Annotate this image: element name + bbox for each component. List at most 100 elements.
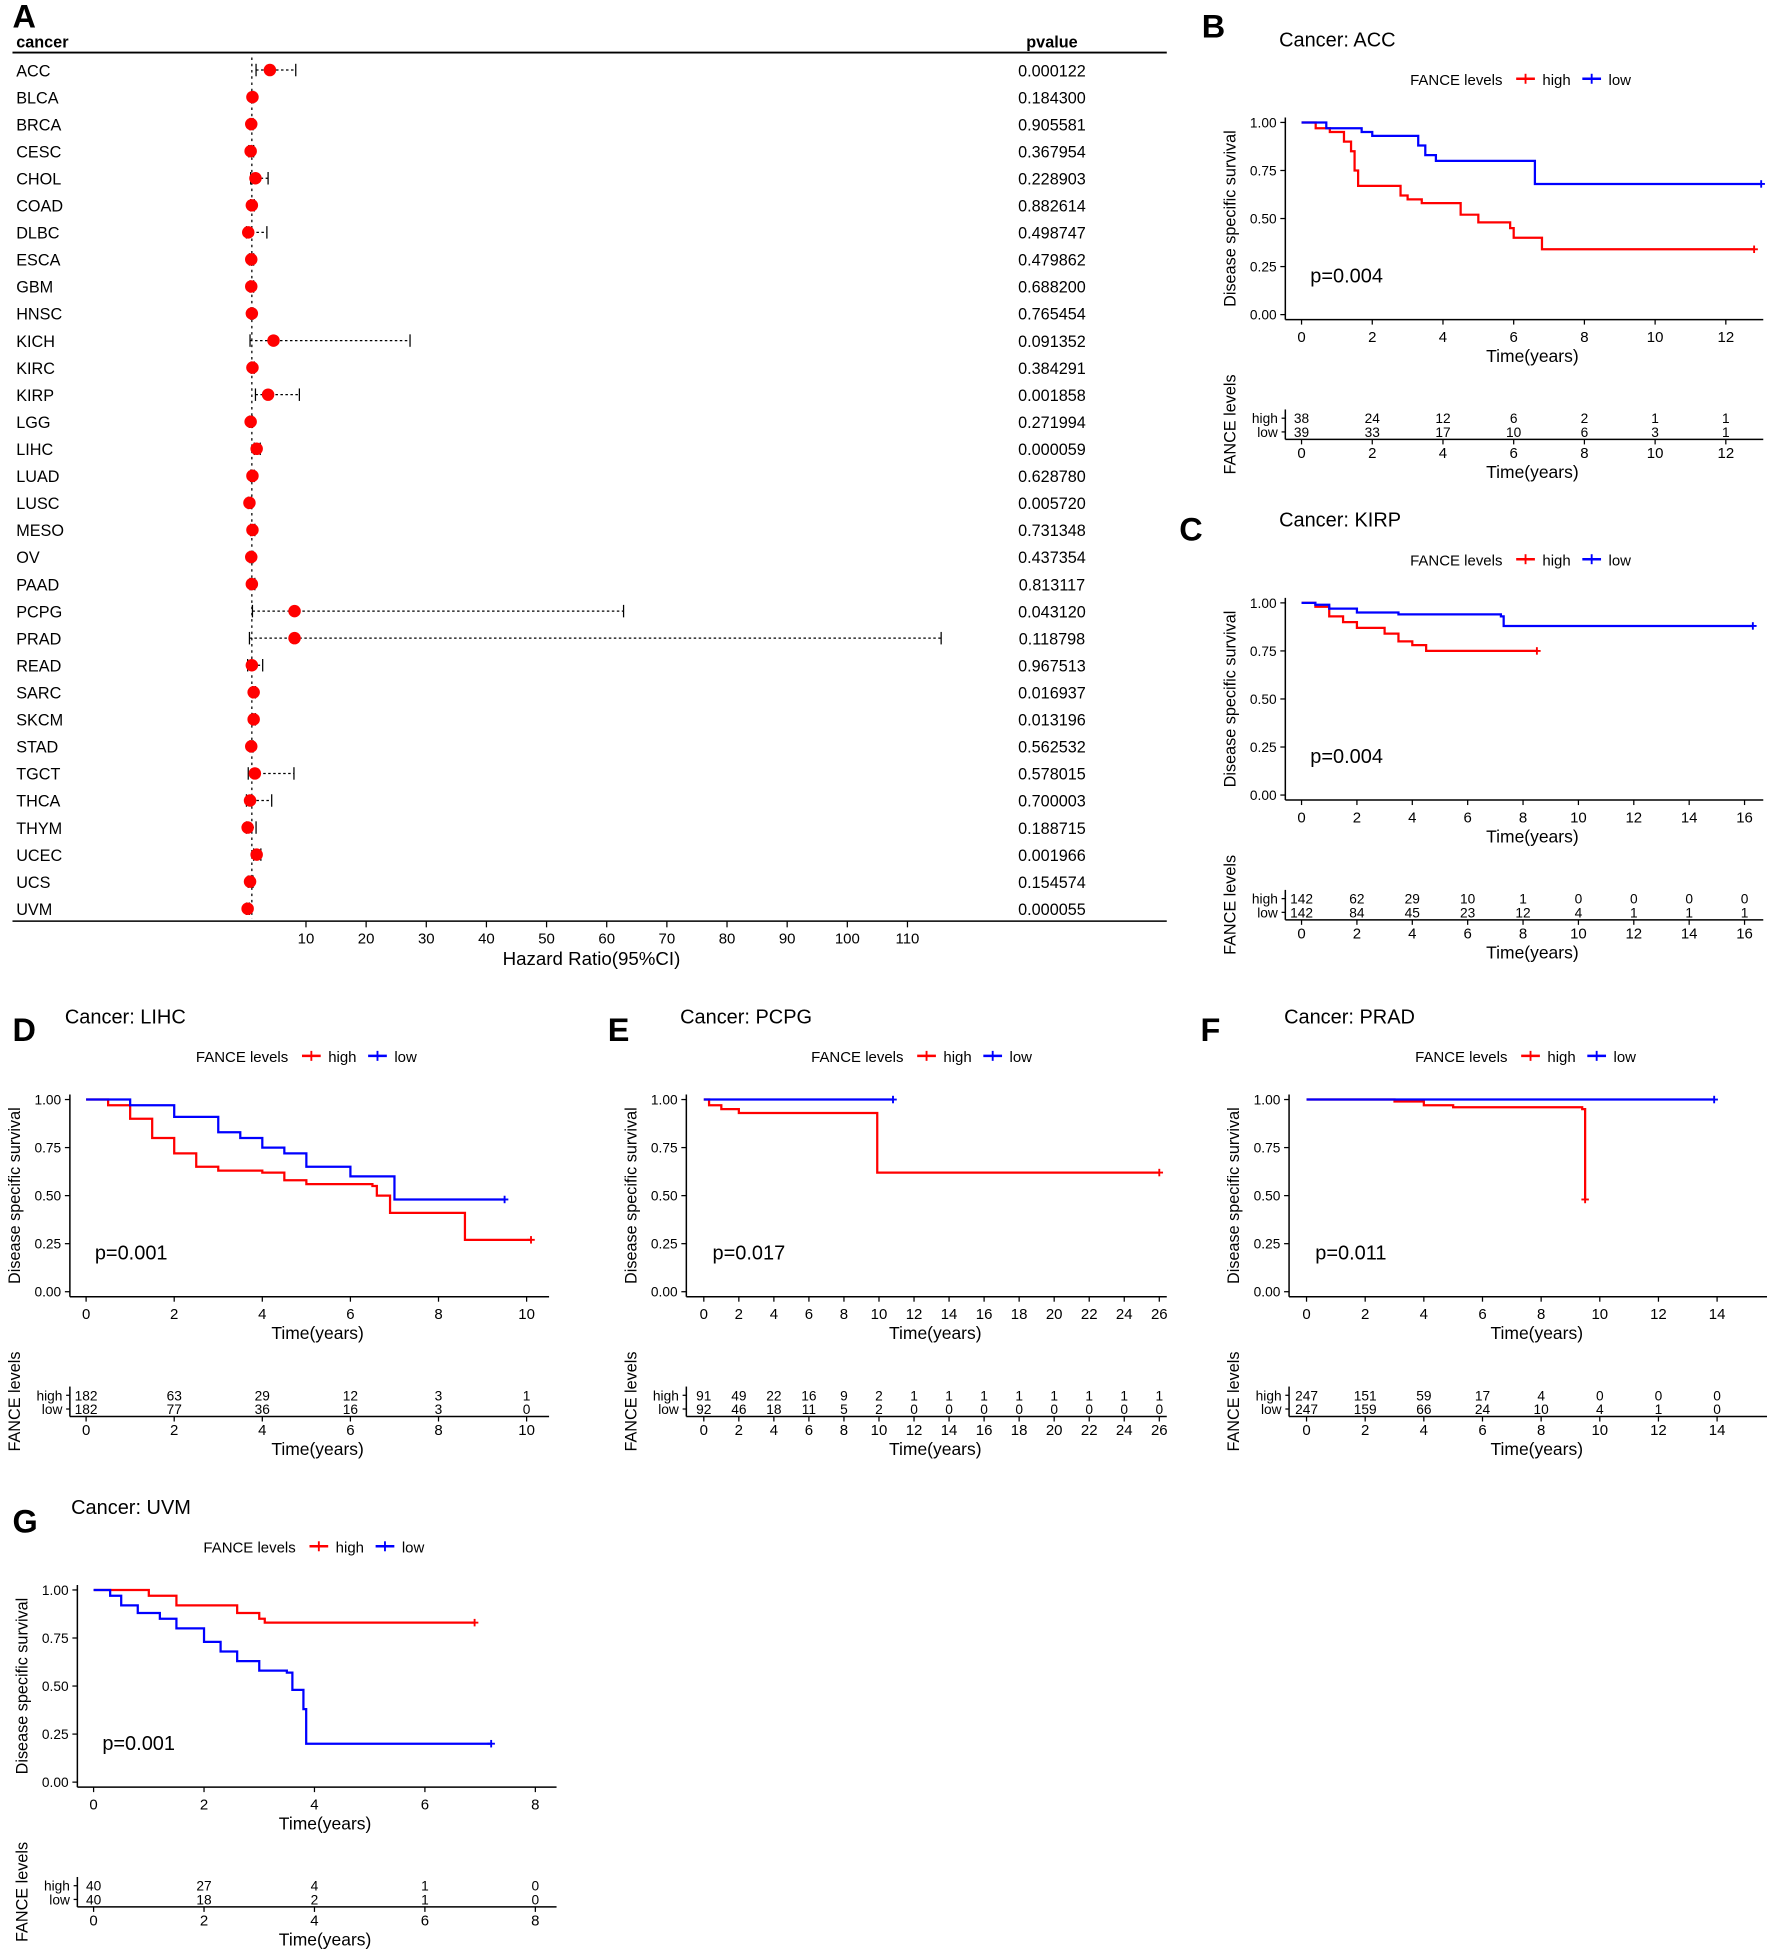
row-label-cancer: PAAD	[16, 576, 59, 594]
risk-count-low: 46	[731, 1402, 747, 1417]
legend-title: FANCE levels	[196, 1049, 288, 1066]
x-tick-label: 8	[1519, 810, 1527, 827]
p-value-label: p=0.004	[1310, 265, 1383, 287]
row-label-cancer: LUSC	[16, 495, 60, 513]
x-tick-label: 100	[835, 931, 860, 948]
risk-x-tick-label: 6	[346, 1422, 354, 1439]
panel-label: D	[12, 1012, 35, 1048]
risk-count-low: 1	[1741, 905, 1749, 920]
x-tick-label: 2	[1353, 810, 1361, 827]
risk-x-tick-label: 0	[89, 1913, 97, 1930]
risk-x-tick-label: 8	[434, 1422, 442, 1439]
row-label-cancer: STAD	[16, 739, 58, 757]
row-label-cancer: ESCA	[16, 252, 60, 270]
y-axis-label: Disease specific survival	[13, 1598, 31, 1775]
row-label-cancer: UCEC	[16, 847, 62, 865]
risk-count-low: 0	[1120, 1402, 1128, 1417]
row-pvalue: 0.628780	[1018, 468, 1086, 486]
risk-count-low: 1	[1722, 425, 1730, 440]
x-tick-label: 16	[976, 1306, 993, 1323]
risk-x-tick-label: 10	[518, 1422, 535, 1439]
legend-label-high: high	[336, 1540, 364, 1557]
legend-label-low: low	[1614, 1049, 1637, 1066]
risk-x-tick-label: 14	[1709, 1422, 1726, 1439]
column-header-pvalue: pvalue	[1026, 34, 1077, 52]
risk-count-low: 17	[1435, 425, 1450, 440]
x-tick-label: 0	[1297, 810, 1305, 827]
hr-point	[245, 117, 258, 131]
hr-point	[247, 686, 260, 699]
row-label-cancer: KIRC	[16, 360, 55, 378]
risk-count-high: 0	[1685, 892, 1693, 907]
hr-point	[245, 577, 259, 591]
row-pvalue: 0.384291	[1018, 360, 1086, 378]
risk-count-high: 2	[875, 1388, 883, 1403]
row-label-cancer: SARC	[16, 685, 61, 703]
risk-x-axis-label: Time(years)	[279, 1930, 372, 1950]
risk-x-tick-label: 10	[1647, 445, 1664, 462]
risk-count-low: 40	[86, 1892, 102, 1907]
y-tick-label: 0.50	[1250, 692, 1277, 707]
risk-x-tick-label: 12	[1718, 445, 1735, 462]
risk-count-low: 1	[421, 1892, 429, 1907]
risk-count-low: 159	[1354, 1402, 1377, 1417]
legend-title: FANCE levels	[1415, 1049, 1507, 1066]
risk-row-label-high: high	[1252, 411, 1278, 426]
risk-x-tick-label: 12	[1625, 926, 1642, 943]
risk-table-y-label: FANCE levels	[1225, 1352, 1243, 1452]
risk-x-tick-label: 4	[770, 1422, 778, 1439]
row-label-cancer: THYM	[16, 820, 62, 838]
risk-x-tick-label: 2	[1368, 445, 1376, 462]
risk-count-high: 1	[1155, 1388, 1163, 1403]
risk-x-axis-label: Time(years)	[1491, 1439, 1584, 1459]
panel-label: F	[1200, 1012, 1220, 1048]
x-tick-label: 50	[538, 931, 555, 948]
risk-count-low: 142	[1290, 905, 1313, 920]
risk-count-low: 39	[1294, 425, 1309, 440]
legend-label-high: high	[1547, 1049, 1575, 1066]
row-pvalue: 0.188715	[1018, 820, 1086, 838]
row-label-cancer: HNSC	[16, 306, 62, 324]
risk-count-high: 1	[421, 1879, 429, 1894]
row-pvalue: 0.498747	[1018, 225, 1086, 243]
row-pvalue: 0.271994	[1018, 414, 1086, 432]
x-tick-label: 12	[906, 1306, 923, 1323]
y-tick-label: 0.75	[1250, 644, 1277, 659]
row-label-cancer: PCPG	[16, 603, 62, 621]
row-pvalue: 0.000059	[1018, 441, 1086, 459]
x-tick-label: 4	[1439, 329, 1447, 346]
row-pvalue: 0.967513	[1018, 657, 1086, 675]
row-pvalue: 0.154574	[1018, 874, 1086, 892]
risk-count-high: 24	[1365, 411, 1381, 426]
risk-count-high: 1	[1120, 1388, 1128, 1403]
risk-count-low: 1	[1655, 1402, 1663, 1417]
y-tick-label: 0.25	[1254, 1237, 1281, 1252]
risk-count-low: 18	[766, 1402, 782, 1417]
hr-point	[288, 604, 301, 618]
risk-x-tick-label: 4	[258, 1422, 266, 1439]
x-tick-label: 8	[1537, 1306, 1545, 1323]
legend-label-low: low	[394, 1049, 417, 1066]
risk-x-tick-label: 4	[310, 1913, 318, 1930]
risk-row-label-high: high	[653, 1388, 679, 1403]
hr-point	[244, 144, 257, 158]
risk-table-y-label: FANCE levels	[6, 1352, 24, 1452]
risk-count-low: 247	[1295, 1402, 1318, 1417]
y-tick-label: 0.25	[1250, 740, 1277, 755]
x-tick-label: 6	[346, 1306, 354, 1323]
risk-count-low: 0	[945, 1402, 953, 1417]
panel-title: Cancer: KIRP	[1279, 510, 1401, 532]
x-tick-label: 16	[1736, 810, 1753, 827]
risk-x-tick-label: 10	[1570, 926, 1587, 943]
row-label-cancer: CESC	[16, 143, 61, 161]
risk-x-tick-label: 16	[1736, 926, 1753, 943]
y-tick-label: 0.25	[42, 1727, 69, 1742]
panel-title: Cancer: ACC	[1279, 29, 1395, 51]
y-tick-label: 0.00	[1254, 1285, 1281, 1300]
hr-point	[261, 388, 275, 401]
risk-count-low: 0	[532, 1892, 540, 1907]
hr-point	[244, 415, 257, 428]
risk-count-low: 11	[802, 1402, 816, 1417]
x-tick-label: 40	[478, 931, 495, 948]
